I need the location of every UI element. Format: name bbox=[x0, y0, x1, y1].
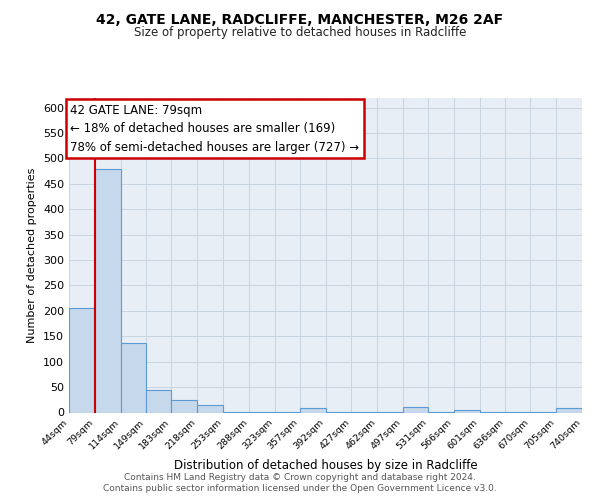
Text: Contains HM Land Registry data © Crown copyright and database right 2024.: Contains HM Land Registry data © Crown c… bbox=[124, 472, 476, 482]
X-axis label: Distribution of detached houses by size in Radcliffe: Distribution of detached houses by size … bbox=[173, 460, 478, 472]
Bar bbox=[172, 400, 197, 412]
Bar bbox=[454, 410, 479, 412]
Text: 42 GATE LANE: 79sqm
← 18% of detached houses are smaller (169)
78% of semi-detac: 42 GATE LANE: 79sqm ← 18% of detached ho… bbox=[70, 104, 359, 154]
Bar bbox=[95, 168, 121, 412]
Bar bbox=[403, 407, 428, 412]
Text: Contains public sector information licensed under the Open Government Licence v3: Contains public sector information licen… bbox=[103, 484, 497, 493]
Bar bbox=[146, 390, 172, 412]
Bar bbox=[197, 406, 223, 412]
Bar bbox=[300, 408, 325, 412]
Text: 42, GATE LANE, RADCLIFFE, MANCHESTER, M26 2AF: 42, GATE LANE, RADCLIFFE, MANCHESTER, M2… bbox=[97, 12, 503, 26]
Bar bbox=[556, 408, 582, 412]
Y-axis label: Number of detached properties: Number of detached properties bbox=[28, 168, 37, 342]
Bar bbox=[121, 343, 146, 412]
Bar bbox=[69, 308, 95, 412]
Text: Size of property relative to detached houses in Radcliffe: Size of property relative to detached ho… bbox=[134, 26, 466, 39]
